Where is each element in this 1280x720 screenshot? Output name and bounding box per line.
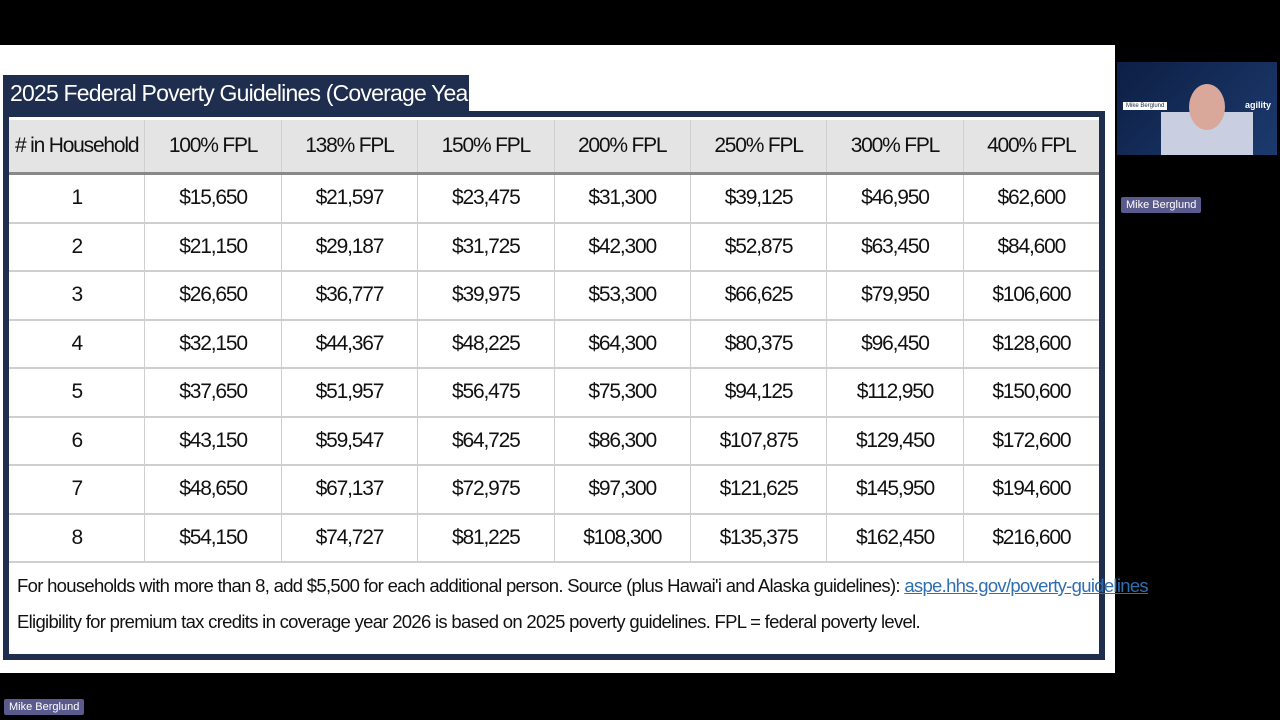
table-row: 1 $15,650 $21,597 $23,475 $31,300 $39,125 $46,… (9, 175, 1099, 224)
table-cell: $43,150 (145, 417, 282, 464)
table-cell: $106,600 (992, 283, 1071, 307)
table-cell: $48,650 (145, 466, 282, 513)
table-cell: $48,225 (418, 320, 555, 367)
header-cell: 138% FPL (282, 120, 419, 172)
table-cell: $121,625 (691, 466, 828, 513)
table-cell: $107,875 (691, 417, 828, 464)
table-cell: $23,475 (418, 175, 555, 222)
table-cell: $112,950 (827, 369, 964, 416)
table-cell: $108,300 (555, 514, 691, 561)
header-cell: 300% FPL (827, 120, 964, 172)
name-tag: Mike Berglund (4, 699, 85, 715)
table-row: 2 $21,150 $29,187 $31,725 $42,300 $52,875 $63,… (9, 223, 1099, 272)
table-cell: $62,600 (997, 186, 1067, 210)
table-cell: $64,300 (555, 320, 691, 367)
table-cell: 3 (9, 272, 146, 319)
table-cell: $32,150 (145, 320, 282, 367)
table-cell: 7 (9, 466, 146, 513)
table-cell: $42,300 (555, 223, 691, 270)
header-cell: 400% FPL (987, 134, 1077, 157)
table-cell: $44,367 (282, 320, 419, 367)
table-cell: $162,450 (827, 514, 964, 561)
table-cell: $172,600 (992, 428, 1071, 452)
table-cell: $51,957 (282, 369, 419, 416)
slide-title: 2025 Federal Poverty Guidelines (Coverag… (3, 75, 536, 112)
face (1189, 84, 1225, 130)
table-row: 3 $26,650 $36,777 $39,975 $53,300 $66,625 $79,… (9, 272, 1099, 321)
table-cell: $15,650 (145, 175, 282, 222)
table-cell: $53,300 (555, 272, 691, 319)
table-cell: $66,625 (691, 272, 828, 319)
table-cell: $59,547 (282, 417, 419, 464)
table-cell: 5 (9, 369, 146, 416)
table-cell: $67,137 (282, 466, 419, 513)
table-row: 4 $32,150 $44,367 $48,225 $64,300 $80,375 $96,… (9, 320, 1099, 369)
table-frame: # in Household 100% FPL 138% FPL 150% FPL 20… (3, 111, 1149, 660)
link[interactable]: aspe.hhs.gov/poverty-guidelines (904, 575, 1148, 596)
table-cell: $21,150 (145, 223, 282, 270)
table-cell: $39,975 (418, 272, 555, 319)
table-cell: $80,375 (691, 320, 828, 367)
table-row: 8 $54,150 $74,727 $81,225 $108,300 $135,375 $1… (9, 514, 1099, 563)
table-cell: $31,725 (418, 223, 555, 270)
header-cell: 150% FPL (418, 120, 555, 172)
table-cell: $75,300 (555, 369, 691, 416)
table-cell: $63,450 (827, 223, 964, 270)
table-cell: $37,650 (145, 369, 282, 416)
name-tag: Mike Berglund (1121, 197, 1202, 213)
header-cell: # in Household (9, 120, 146, 172)
table-cell: $129,450 (827, 417, 964, 464)
table-cell: 6 (9, 417, 146, 464)
table: # in Household 100% FPL 138% FPL 150% FPL 20… (9, 120, 1099, 563)
table-cell: $64,725 (418, 417, 555, 464)
table-cell: $216,600 (992, 525, 1071, 549)
table-cell: 8 (9, 514, 146, 561)
header-cell: 200% FPL (555, 120, 691, 172)
table-cell: 2 (9, 223, 146, 270)
table-row: 7 $48,650 $67,137 $72,975 $97,300 $121,625 $14… (9, 466, 1099, 515)
header-row: # in Household 100% FPL 138% FPL 150% FPL 20… (9, 120, 1099, 175)
footer-text: For households with more than 8, add $5,… (17, 575, 901, 596)
video-frame (1161, 84, 1253, 155)
table-cell: $94,125 (691, 369, 828, 416)
table-cell: $26,650 (145, 272, 282, 319)
table-cell: $39,125 (691, 175, 828, 222)
table-cell: 1 (9, 175, 146, 222)
table-cell: $52,875 (691, 223, 828, 270)
table-cell: $86,300 (555, 417, 691, 464)
table-cell: $79,950 (827, 272, 964, 319)
table-cell: $97,300 (555, 466, 691, 513)
logo: agility (1245, 100, 1272, 110)
table-cell: $135,375 (691, 514, 828, 561)
header-cell: 100% FPL (145, 120, 282, 172)
table-cell: $74,727 (282, 514, 419, 561)
table-cell: $96,450 (827, 320, 964, 367)
table-cell: $128,600 (992, 331, 1071, 355)
table-row: 6 $43,150 $59,547 $64,725 $86,300 $107,875 $12… (9, 417, 1099, 466)
table-cell: $84,600 (997, 234, 1067, 258)
table-cell: $81,225 (418, 514, 555, 561)
table-cell: $150,600 (992, 380, 1071, 404)
footer-line: For households with more than 8, add $5,… (17, 575, 1149, 597)
header-cell: 250% FPL (691, 120, 828, 172)
table-cell: $21,597 (282, 175, 419, 222)
table-cell: $46,950 (827, 175, 964, 222)
table-cell: $29,187 (282, 223, 419, 270)
table-cell: $54,150 (145, 514, 282, 561)
table-cell: $36,777 (282, 272, 419, 319)
table-row: 5 $37,650 $51,957 $56,475 $75,300 $94,125 $112… (9, 369, 1099, 418)
table-cell: $56,475 (418, 369, 555, 416)
footer-line: Eligibility for premium tax credits in c… (17, 611, 921, 632)
table-cell: $31,300 (555, 175, 691, 222)
table-cell: $194,600 (992, 477, 1071, 501)
table-cell: $145,950 (827, 466, 964, 513)
table-cell: $72,975 (418, 466, 555, 513)
slide: 2025 Federal Poverty Guidelines (Coverag… (0, 45, 1149, 673)
participant-video: Mike Berglund agility (1117, 62, 1277, 155)
table-cell: 4 (9, 320, 146, 367)
video-label: Mike Berglund (1123, 102, 1168, 110)
